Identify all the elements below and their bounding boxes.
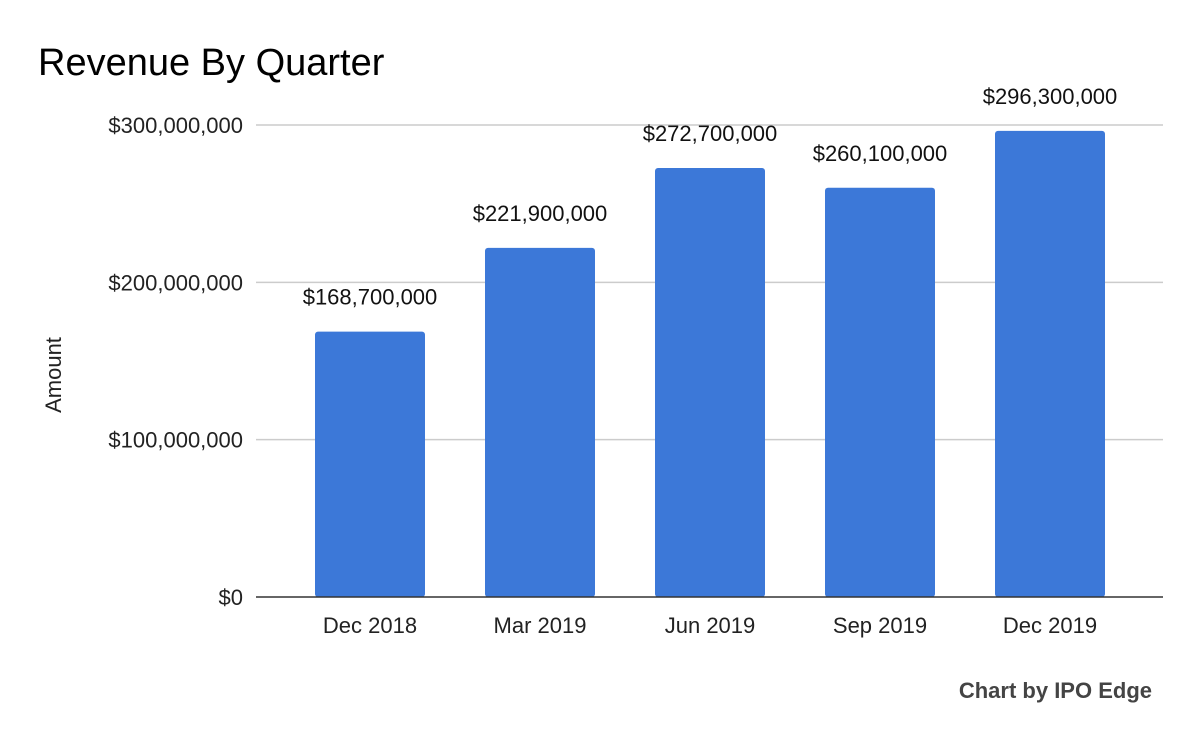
data-label: $272,700,000 [643, 121, 778, 146]
bar [485, 247, 595, 598]
bar [655, 167, 765, 597]
x-category-label: Dec 2019 [1003, 613, 1097, 638]
data-label: $296,300,000 [983, 84, 1118, 109]
bar [995, 130, 1105, 597]
x-category-label: Mar 2019 [494, 613, 587, 638]
data-label: $168,700,000 [303, 285, 438, 310]
data-labels: $168,700,000 $221,900,000 $272,700,000 $260… [303, 84, 1118, 310]
bar [825, 187, 935, 597]
chart-title: Revenue By Quarter [38, 42, 385, 84]
x-category-label: Dec 2018 [323, 613, 417, 638]
chart-credit: Chart by IPO Edge [959, 678, 1152, 703]
bar [315, 331, 425, 597]
data-label: $221,900,000 [473, 201, 608, 226]
data-label: $260,100,000 [813, 141, 948, 166]
y-tick-label: $0 [219, 585, 243, 610]
x-category-label: Sep 2019 [833, 613, 927, 638]
x-axis-categories: Dec 2018 Mar 2019 Jun 2019 Sep 2019 Dec 2019 [323, 613, 1097, 638]
y-tick-label: $300,000,000 [108, 113, 243, 138]
y-tick-label: $200,000,000 [108, 270, 243, 295]
x-category-label: Jun 2019 [665, 613, 756, 638]
y-axis-ticks: $0 $100,000,000 $200,000,000 $300,000,000 [108, 113, 243, 610]
bars [315, 130, 1105, 598]
y-tick-label: $100,000,000 [108, 428, 243, 453]
y-axis-label: Amount [41, 337, 66, 413]
